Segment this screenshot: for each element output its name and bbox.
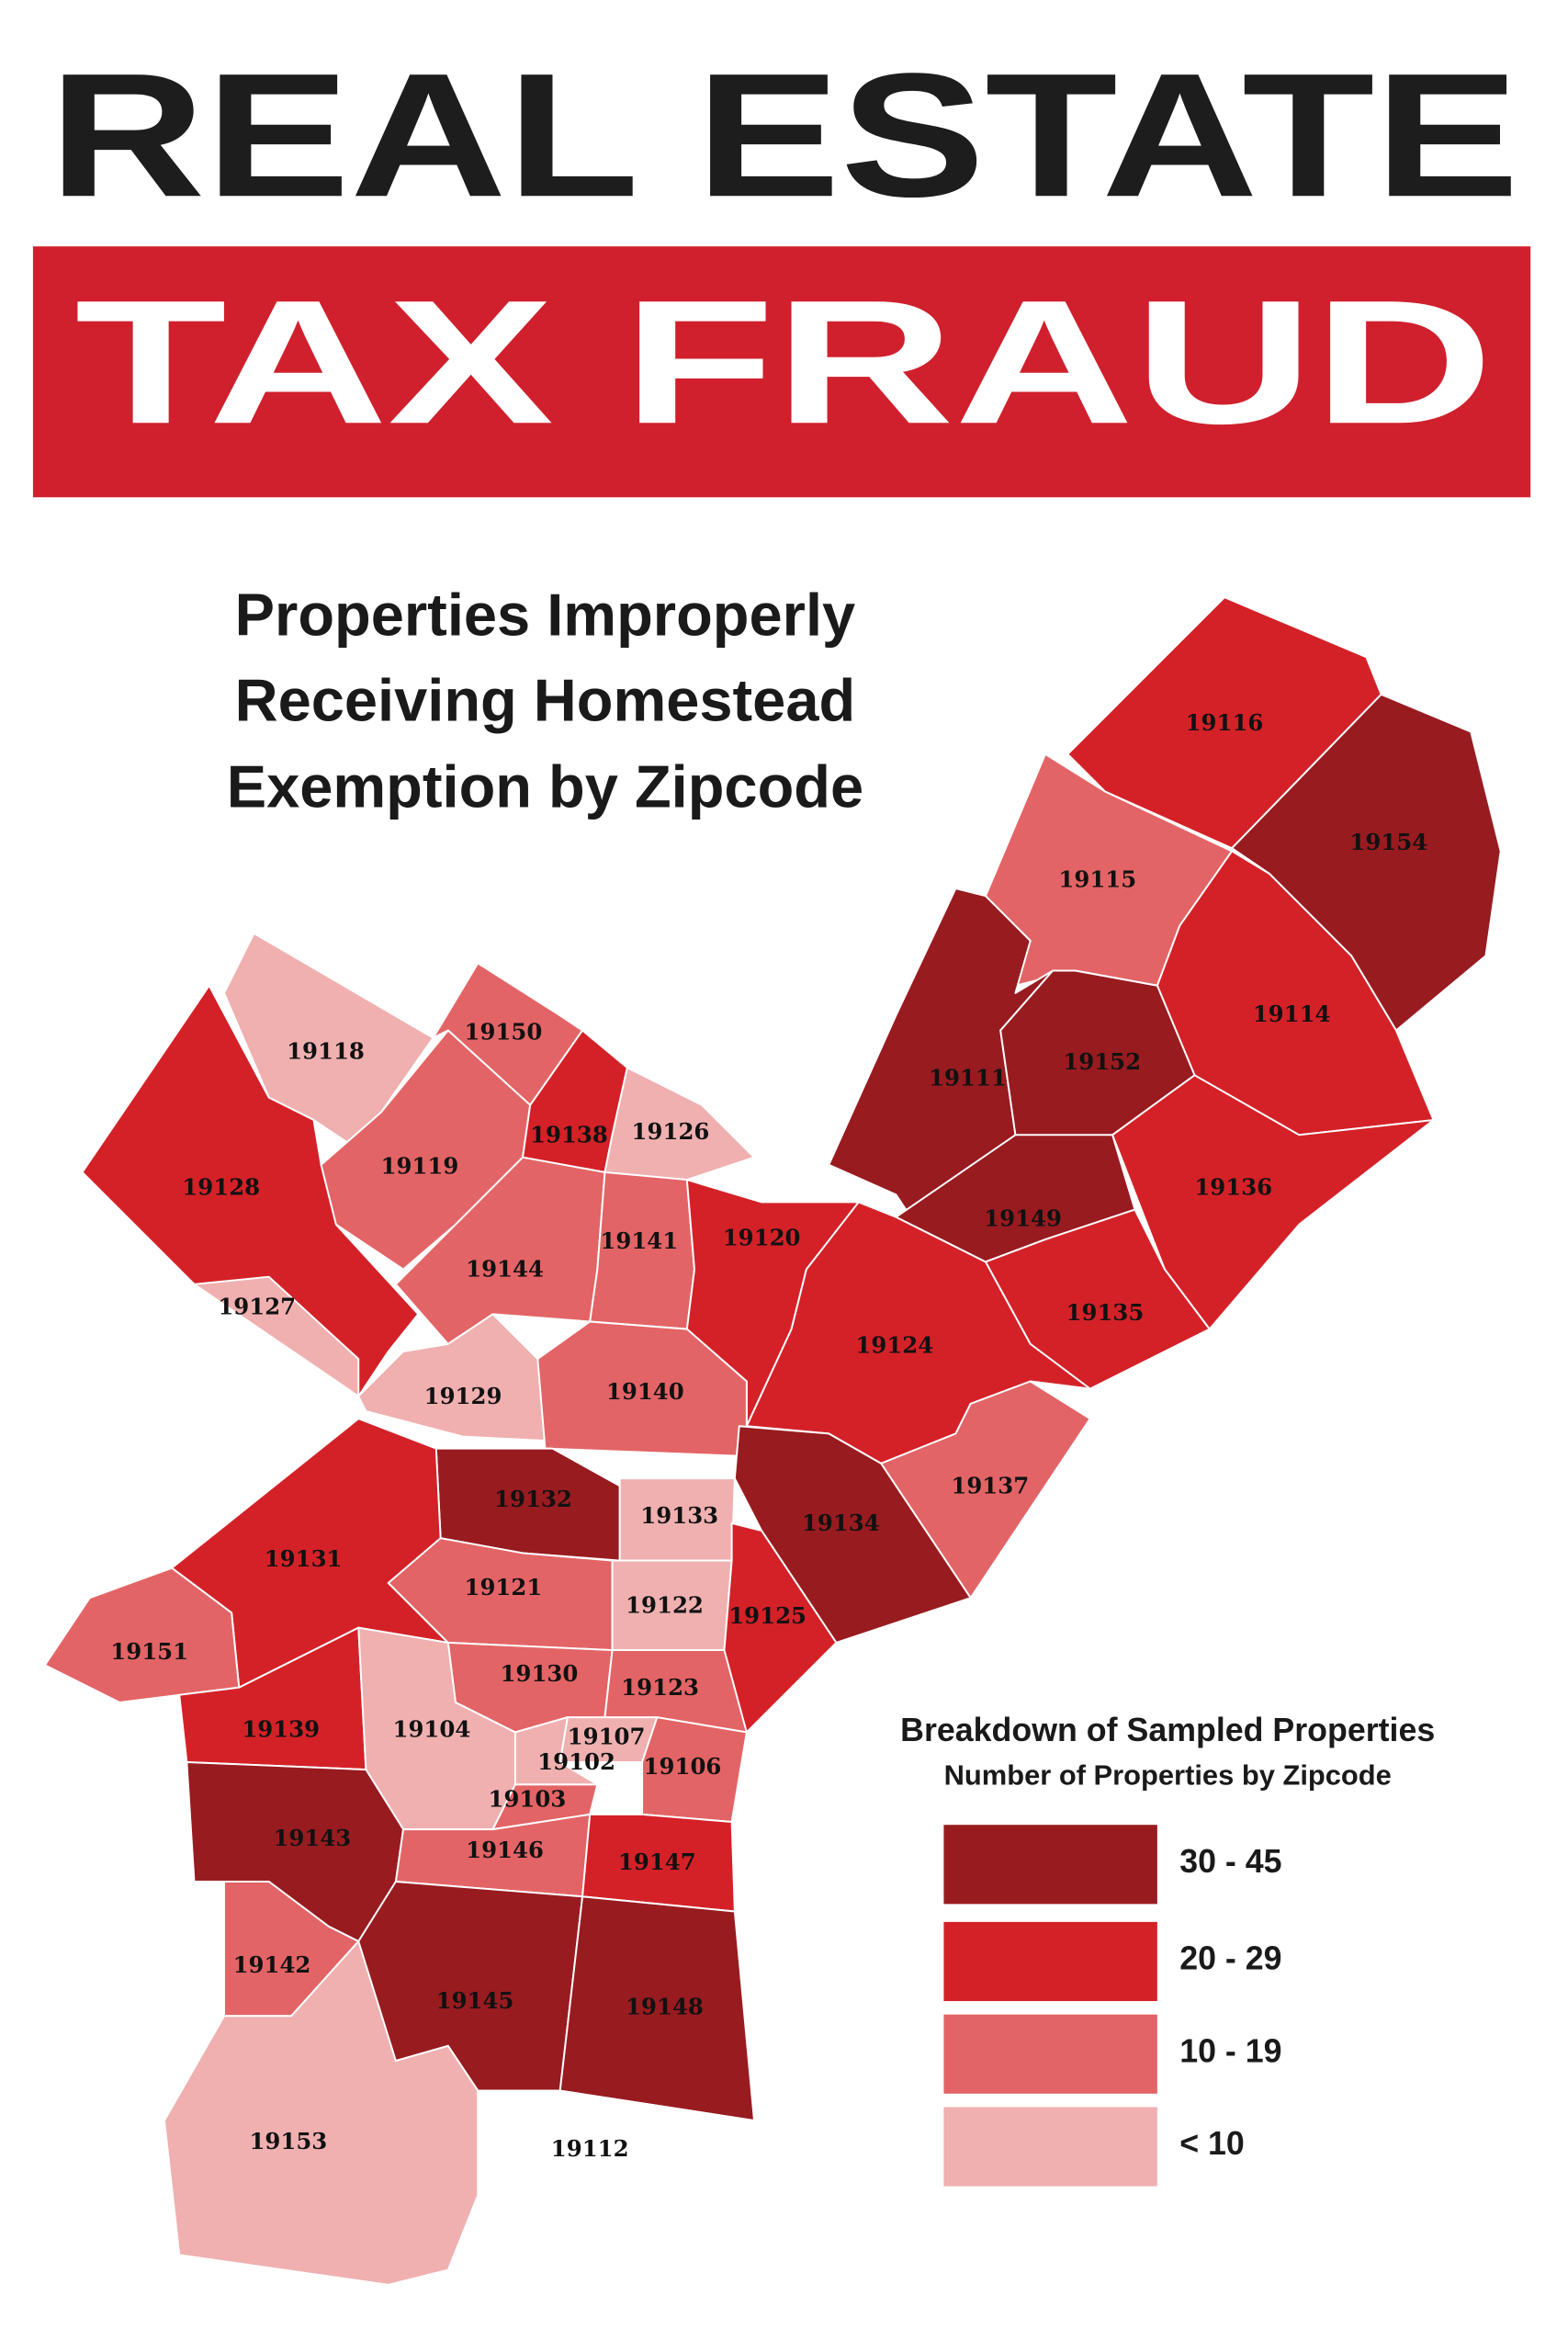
zip-region — [581, 1813, 736, 1913]
zip-label: 19146 — [466, 1837, 544, 1863]
zip-region — [733, 1425, 972, 1644]
zip-label: 19145 — [436, 1987, 514, 2014]
zip-label: 19152 — [1063, 1048, 1141, 1075]
legend-label: < 10 — [1179, 2125, 1245, 2162]
zip-label: 19115 — [1058, 865, 1136, 892]
zip-label: 19118 — [287, 1037, 365, 1064]
legend-swatch — [943, 1921, 1157, 2002]
zip-label: 19142 — [233, 1951, 311, 1978]
zip-label: 19153 — [249, 2128, 327, 2154]
legend-label: 30 - 45 — [1179, 1843, 1281, 1880]
zip-label: 19124 — [855, 1332, 933, 1359]
zip-region — [163, 1940, 479, 2286]
zip-label: 19107 — [568, 1723, 646, 1749]
zip-label: 19120 — [723, 1225, 801, 1251]
legend-swatch — [943, 2014, 1157, 2094]
zip-region — [193, 1275, 360, 1397]
zip-label: 19114 — [1253, 1001, 1331, 1027]
legend-subtitle: Number of Properties by Zipcode — [944, 1758, 1392, 1791]
zip-label: 19112 — [551, 2135, 629, 2162]
zip-label: 19140 — [606, 1378, 684, 1405]
zip-region — [536, 1320, 748, 1457]
zip-label: 19125 — [728, 1602, 807, 1629]
zip-region — [513, 1716, 599, 1786]
legend-swatch — [943, 2107, 1157, 2187]
zip-label: 19132 — [494, 1486, 572, 1512]
subtitle-line: Exemption by Zipcode — [227, 753, 863, 820]
zip-label: 19128 — [182, 1173, 260, 1200]
zip-region — [1111, 1074, 1435, 1330]
subtitle-line: Receiving Homestead — [235, 666, 856, 733]
zip-label: 19130 — [501, 1660, 579, 1687]
zip-label: 19147 — [618, 1849, 696, 1875]
legend: 30 - 45 20 - 29 10 - 19 < 10 — [943, 1825, 1282, 2187]
title-band — [32, 246, 1531, 498]
zip-label: 19129 — [424, 1383, 502, 1409]
zip-label: 19119 — [380, 1153, 458, 1180]
zip-label: 19150 — [465, 1018, 543, 1045]
zip-label: 19151 — [110, 1638, 188, 1665]
zip-label: 19131 — [265, 1545, 343, 1572]
zip-label: 19121 — [465, 1574, 543, 1600]
zip-label: 19123 — [621, 1674, 699, 1701]
zip-label: 19106 — [644, 1753, 722, 1780]
zip-label: 19127 — [218, 1293, 296, 1319]
zip-label: 19134 — [802, 1510, 880, 1536]
zip-label: 19102 — [537, 1748, 615, 1775]
zip-label: 19143 — [273, 1825, 351, 1851]
zip-label: 19104 — [393, 1715, 471, 1742]
zip-label: 19149 — [984, 1204, 1062, 1231]
zip-label: 19135 — [1066, 1299, 1145, 1326]
zip-label: 19137 — [951, 1472, 1029, 1498]
zip-label: 19133 — [640, 1502, 718, 1529]
zip-label: 19136 — [1194, 1173, 1272, 1200]
zip-label: 19126 — [632, 1118, 710, 1145]
zip-label: 19122 — [626, 1591, 704, 1618]
zip-region — [43, 1566, 241, 1703]
title-line-2: TAX FRAUD — [74, 263, 1493, 460]
legend-label: 20 - 29 — [1179, 1940, 1281, 1977]
legend-label: 10 - 19 — [1179, 2032, 1281, 2069]
zip-label: 19139 — [242, 1715, 320, 1742]
zip-label: 19116 — [1186, 709, 1264, 736]
zip-region — [477, 2089, 755, 2197]
zip-label: 19111 — [929, 1065, 1007, 1091]
legend-title: Breakdown of Sampled Properties — [900, 1712, 1435, 1748]
title-line-1: REAL ESTATE — [49, 36, 1519, 233]
subtitle-line: Properties Improperly — [235, 582, 856, 649]
zip-label: 19148 — [626, 1994, 704, 2020]
zip-map: 19116 19154 19115 19114 19111 19152 19136 19149… — [43, 596, 1502, 2286]
zip-label: 19144 — [466, 1256, 544, 1283]
zip-label: 19141 — [600, 1227, 678, 1254]
zip-label: 19138 — [530, 1121, 608, 1148]
zip-label: 19154 — [1349, 829, 1427, 855]
zip-label: 19103 — [489, 1786, 567, 1813]
legend-swatch — [943, 1825, 1157, 1905]
